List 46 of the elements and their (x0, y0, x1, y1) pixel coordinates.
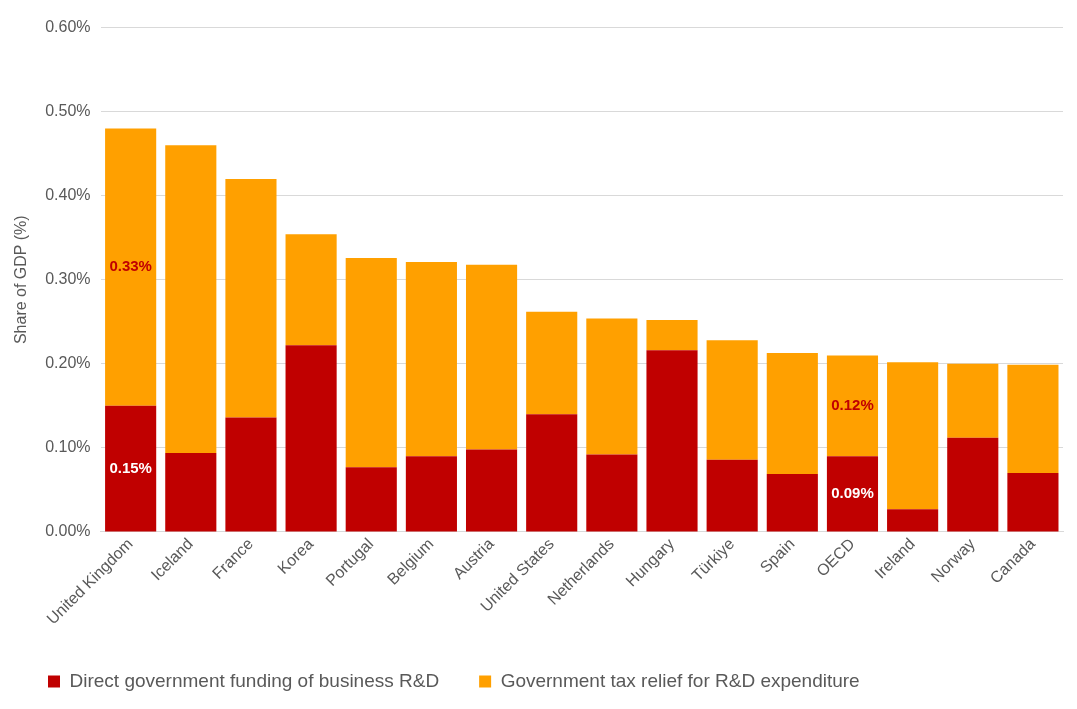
bar (887, 509, 939, 532)
y-axis-title: Share of GDP (%) (12, 215, 30, 345)
bar (1007, 364, 1059, 474)
bar (285, 345, 337, 532)
bar (586, 318, 638, 455)
bar (465, 449, 518, 532)
bar (766, 473, 818, 532)
bar (225, 417, 277, 532)
bar (105, 405, 157, 532)
bar (345, 257, 397, 468)
data-label: 0.15% (109, 458, 152, 476)
bar (225, 178, 277, 418)
bar (947, 437, 999, 532)
bar (706, 340, 758, 460)
bar (405, 262, 457, 457)
bar (465, 264, 518, 450)
bar (646, 320, 698, 351)
bar (345, 467, 397, 532)
legend-label: Government tax relief for R&D expenditure (500, 669, 860, 691)
bar (105, 128, 157, 406)
bar (165, 145, 217, 453)
bar (826, 355, 879, 457)
y-tick-label: 0.10% (45, 438, 91, 456)
bar (285, 234, 337, 346)
data-label: 0.12% (831, 395, 874, 413)
y-tick-label: 0.60% (45, 18, 91, 36)
bar (405, 456, 457, 532)
bar (526, 311, 578, 415)
bar (526, 414, 578, 532)
y-tick-label: 0.40% (45, 186, 91, 204)
bar (826, 456, 879, 532)
legend-label: Direct government funding of business R&D (69, 669, 440, 691)
y-tick-label: 0.50% (45, 102, 91, 120)
bar (887, 362, 939, 510)
bar (646, 350, 698, 532)
bar (947, 363, 999, 438)
bar (586, 454, 638, 532)
bar (1007, 473, 1059, 532)
y-tick-label: 0.20% (45, 354, 91, 372)
data-label: 0.33% (109, 257, 152, 275)
y-tick-label: 0.30% (45, 270, 91, 288)
y-tick-label: 0.00% (45, 522, 91, 540)
bar (165, 452, 217, 532)
bar (766, 352, 818, 474)
bar (706, 459, 758, 532)
data-label: 0.09% (831, 483, 874, 501)
